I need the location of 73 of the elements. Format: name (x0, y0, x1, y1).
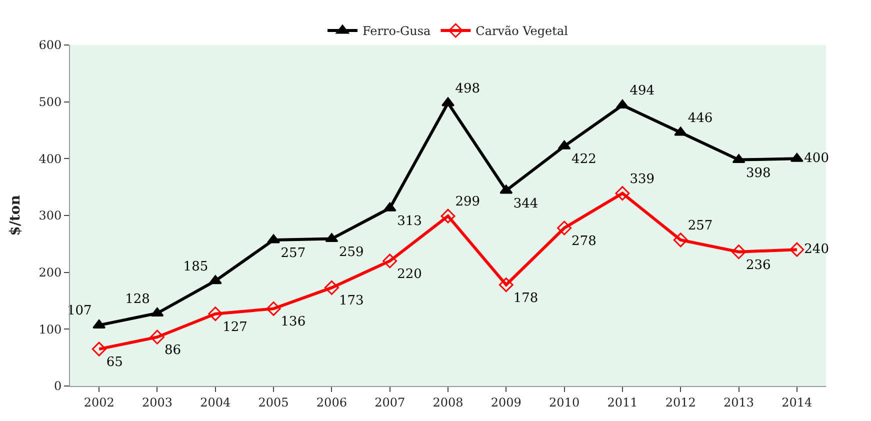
point (324, 280, 339, 295)
data-label: 278 (572, 234, 596, 249)
point (674, 126, 688, 136)
y-axis-title: $/ton (7, 195, 24, 236)
x-tick-label: 2002 (84, 395, 114, 410)
point (790, 152, 804, 162)
data-label: 422 (572, 152, 596, 168)
x-tick-label: 2011 (607, 395, 638, 410)
point (557, 220, 572, 236)
data-label: 498 (455, 81, 480, 96)
data-label: 313 (397, 214, 422, 230)
data-label: 339 (630, 172, 655, 187)
point (382, 254, 398, 268)
x-tick-label: 2009 (490, 395, 522, 410)
y-tick-label: 100 (38, 322, 62, 336)
data-label: 236 (746, 258, 771, 273)
point (383, 202, 396, 212)
x-tick-label: 2007 (374, 395, 406, 410)
x-tick-label: 2005 (258, 395, 289, 410)
point (790, 242, 804, 257)
data-label: 65 (106, 355, 123, 370)
point (558, 140, 571, 150)
data-label: 127 (222, 320, 248, 335)
y-tick-label: 300 (38, 208, 62, 223)
y-tick-label: 400 (38, 152, 62, 166)
data-label: 220 (397, 266, 422, 282)
point (150, 330, 164, 344)
x-tick-label: 2004 (200, 395, 232, 410)
point (673, 232, 688, 248)
legend-label: Ferro-Gusa (362, 24, 431, 38)
data-label: 257 (280, 246, 306, 261)
point (325, 233, 338, 242)
x-tick-label: 2006 (316, 395, 347, 410)
data-label: 398 (746, 166, 771, 181)
legend-label: Carvão Vegetal (476, 24, 568, 38)
point (616, 99, 629, 108)
data-label: 259 (338, 244, 364, 260)
point (615, 186, 630, 201)
point (732, 244, 746, 260)
x-tick-label: 2014 (782, 395, 813, 410)
x-tick-label: 2003 (142, 395, 173, 410)
data-label: 446 (688, 111, 713, 126)
x-tick-label: 2008 (432, 395, 464, 410)
point (440, 208, 456, 224)
point (267, 234, 280, 244)
y-tick-label: 200 (38, 266, 62, 280)
data-label: 185 (183, 259, 208, 274)
point (732, 154, 746, 164)
x-tick-label: 2010 (549, 395, 580, 410)
data-label: 86 (164, 343, 182, 358)
point (208, 306, 223, 322)
data-label: 173 (338, 294, 364, 309)
data-label: 128 (125, 292, 150, 307)
x-tick-label: 2013 (723, 395, 754, 410)
data-label: 178 (513, 290, 538, 306)
point (92, 319, 106, 328)
data-label: 299 (455, 194, 480, 210)
x-tick-label: 2012 (665, 395, 696, 410)
point (498, 278, 514, 292)
data-label: 107 (67, 304, 92, 319)
data-label: 400 (804, 150, 829, 166)
point (208, 275, 222, 284)
data-label: 344 (513, 196, 538, 212)
point (500, 184, 513, 194)
point (92, 342, 106, 356)
data-label: 494 (630, 84, 655, 99)
y-tick-label: 600 (38, 38, 62, 52)
data-label: 240 (804, 242, 829, 257)
data-label: 136 (280, 314, 306, 330)
y-tick-label: 0 (54, 379, 62, 394)
y-tick-label: 500 (38, 95, 62, 110)
point (266, 301, 281, 316)
data-label: 257 (688, 218, 713, 234)
